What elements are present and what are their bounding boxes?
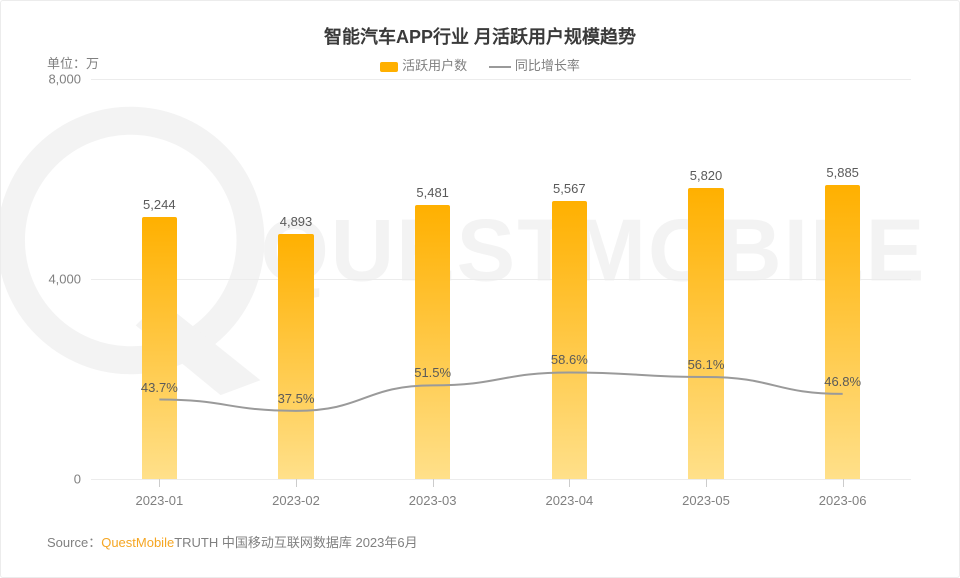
gridline	[91, 479, 911, 480]
legend-bar-label: 活跃用户数	[402, 58, 467, 73]
legend-bar-swatch	[380, 62, 398, 72]
legend-line-label: 同比增长率	[515, 58, 580, 73]
x-tick	[843, 479, 844, 487]
x-tick	[433, 479, 434, 487]
x-tick	[569, 479, 570, 487]
source-line: Source：QuestMobileTRUTH 中国移动互联网数据库 2023年…	[47, 532, 418, 551]
x-axis-label: 2023-06	[819, 493, 867, 508]
source-rest: TRUTH 中国移动互联网数据库 2023年6月	[174, 535, 417, 550]
x-axis-label: 2023-05	[682, 493, 730, 508]
growth-line	[159, 372, 842, 410]
x-axis-label: 2023-04	[545, 493, 593, 508]
chart-title: 智能汽车APP行业 月活跃用户规模趋势	[1, 23, 959, 49]
y-axis-tick: 0	[41, 472, 81, 487]
y-axis-tick: 4,000	[41, 272, 81, 287]
x-axis-label: 2023-01	[135, 493, 183, 508]
x-axis-label: 2023-03	[409, 493, 457, 508]
line-overlay	[91, 79, 911, 479]
y-axis-tick: 8,000	[41, 72, 81, 87]
x-tick	[296, 479, 297, 487]
x-tick	[159, 479, 160, 487]
chart-card: QUESTMOBILE 智能汽车APP行业 月活跃用户规模趋势 单位：万 活跃用…	[0, 0, 960, 578]
source-brand: QuestMobile	[101, 535, 174, 550]
x-tick	[706, 479, 707, 487]
legend-line-swatch	[489, 66, 511, 68]
legend: 活跃用户数 同比增长率	[1, 55, 959, 74]
source-prefix: Source：	[47, 535, 101, 550]
x-axis-label: 2023-02	[272, 493, 320, 508]
plot-area: 04,0008,0005,2442023-014,8932023-025,481…	[91, 79, 911, 479]
